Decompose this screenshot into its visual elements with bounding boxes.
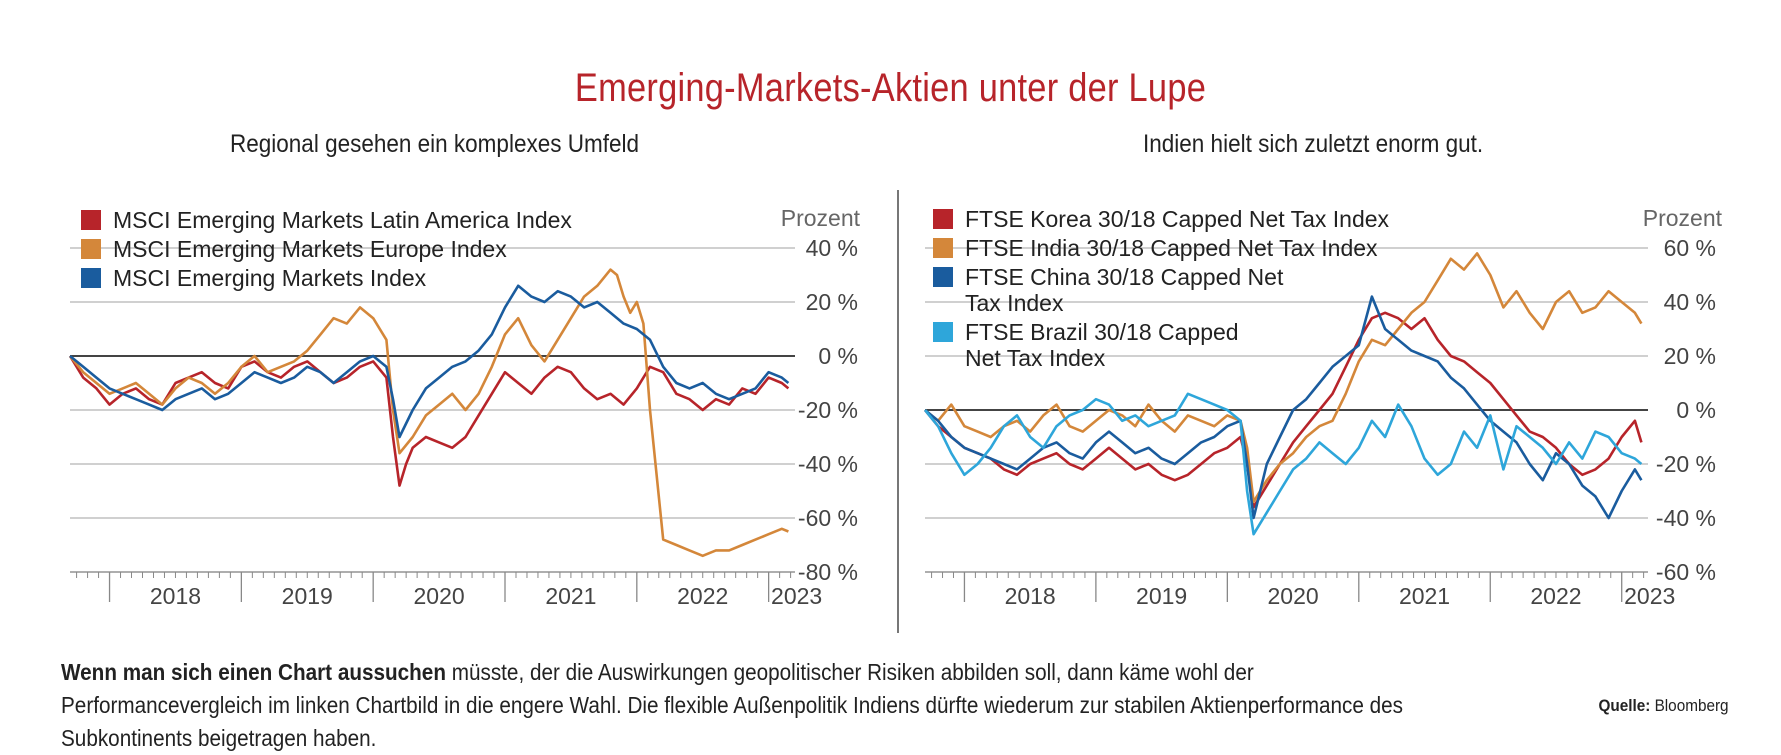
legend-label-3: FTSE Brazil 30/18 Capped Net Tax Index: [965, 319, 1245, 371]
x-tick-label: 2020: [1267, 583, 1318, 609]
chart-1: Prozent 60 % 40 % 20 % 0 % -20 % -40 % -60 % 201…: [923, 205, 1723, 609]
legend-label-0: MSCI Emerging Markets Latin America Inde…: [113, 207, 572, 233]
legend-label-line: Tax Index: [965, 290, 1064, 316]
y-tick-label: -40 %: [798, 451, 858, 477]
footer-description: Wenn man sich einen Chart aussuchen müss…: [61, 656, 1456, 755]
source-label: Quelle:: [1598, 696, 1651, 715]
y-tick-label: -60 %: [798, 505, 858, 531]
chart-divider: [897, 190, 899, 633]
x-tick-label: 2019: [282, 583, 333, 609]
x-tick-label: 2022: [1530, 583, 1581, 609]
source-note: Quelle: Bloomberg: [1599, 696, 1729, 716]
series-line-0: [68, 355, 790, 487]
x-tick-label: 2023: [771, 583, 822, 609]
x-tick-label: 2019: [1136, 583, 1187, 609]
x-tick-label: 2018: [1005, 583, 1056, 609]
series-line-2: [924, 295, 1643, 520]
series-line-1: [68, 268, 789, 558]
legend-label-1: FTSE India 30/18 Capped Net Tax Index: [965, 235, 1378, 261]
y-tick-label: 60 %: [1664, 235, 1716, 261]
x-tick-label: 2023: [1624, 583, 1675, 609]
y-tick-label: -40 %: [1656, 505, 1716, 531]
y-tick-label: -80 %: [798, 559, 858, 585]
legend-label-line: Net Tax Index: [965, 345, 1106, 371]
y-tick-label: 40 %: [806, 235, 858, 261]
right-chart-subtitle: Indien hielt sich zuletzt enorm gut.: [1143, 130, 1484, 158]
legend-label-line: FTSE China 30/18 Capped Net: [965, 264, 1290, 290]
y-tick-label: -20 %: [1656, 451, 1716, 477]
x-tick-label: 2020: [414, 583, 465, 609]
legend-label-line: FTSE Brazil 30/18 Capped: [965, 319, 1245, 345]
left-chart-subtitle: Regional gesehen ein komplexes Umfeld: [230, 130, 639, 158]
legend-label-2: FTSE China 30/18 Capped Net Tax Index: [965, 264, 1290, 316]
y-tick-label: -20 %: [798, 397, 858, 423]
legend-label-1: MSCI Emerging Markets Europe Index: [113, 236, 507, 262]
x-tick-label: 2021: [1399, 583, 1450, 609]
legend-swatch-2: [933, 267, 953, 287]
legend-swatch-3: [933, 322, 953, 342]
x-tick-label: 2018: [150, 583, 201, 609]
y-axis-title: Prozent: [781, 205, 861, 231]
x-tick-label: 2022: [677, 583, 728, 609]
y-tick-label: 20 %: [806, 289, 858, 315]
footer-body: müsste, der die Auswirkungen geopolitisc…: [61, 659, 1403, 751]
y-tick-label: 0 %: [1676, 397, 1716, 423]
series-line-2: [69, 284, 790, 439]
legend-swatch-0: [933, 209, 953, 229]
legend-label-0: FTSE Korea 30/18 Capped Net Tax Index: [965, 206, 1390, 232]
y-axis-title: Prozent: [1643, 205, 1723, 231]
main-title: Emerging-Markets-Aktien unter der Lupe: [574, 66, 1207, 110]
y-tick-label: -60 %: [1656, 559, 1716, 585]
legend-swatch-2: [81, 268, 101, 288]
legend-swatch-1: [81, 239, 101, 259]
y-tick-label: 20 %: [1664, 343, 1716, 369]
x-tick-label: 2021: [545, 583, 596, 609]
legend-label-2: MSCI Emerging Markets Index: [113, 265, 427, 291]
y-tick-label: 0 %: [818, 343, 858, 369]
legend-swatch-1: [933, 238, 953, 258]
series-line-1: [924, 252, 1643, 504]
footer-bold-lead: Wenn man sich einen Chart aussuchen: [61, 659, 446, 685]
series-line-3: [923, 392, 1643, 536]
source-value: Bloomberg: [1655, 696, 1729, 715]
y-tick-label: 40 %: [1664, 289, 1716, 315]
legend-swatch-0: [81, 210, 101, 230]
